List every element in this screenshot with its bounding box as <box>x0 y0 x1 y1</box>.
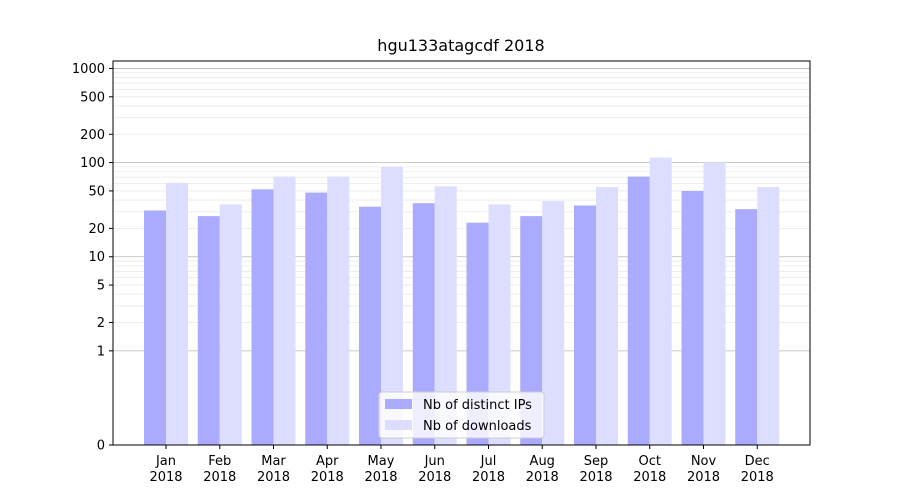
x-tick-label: Feb 2018 <box>203 454 236 485</box>
x-tick-label: Mar 2018 <box>257 454 290 485</box>
legend: Nb of distinct IPs Nb of downloads <box>378 391 545 439</box>
y-tick-label: 200 <box>80 128 105 143</box>
bar-distinct-ips <box>359 206 381 445</box>
bar-downloads <box>649 157 672 446</box>
bar-distinct-ips <box>681 190 704 445</box>
y-tick-label: 50 <box>88 184 105 199</box>
bar-downloads <box>757 187 780 445</box>
y-tick-label: 1000 <box>72 62 105 77</box>
bar-downloads <box>703 162 726 445</box>
x-tick-label: Dec 2018 <box>741 454 774 485</box>
bar-distinct-ips <box>627 176 650 445</box>
bar-downloads <box>488 204 511 445</box>
bar-distinct-ips <box>466 222 489 445</box>
bar-distinct-ips <box>412 203 435 445</box>
bar-downloads <box>273 176 296 445</box>
legend-swatch <box>385 399 412 409</box>
x-tick-label: May 2018 <box>364 454 397 485</box>
bar-distinct-ips <box>735 209 758 445</box>
y-tick-label: 5 <box>97 279 105 294</box>
bar-downloads <box>596 187 618 445</box>
legend-box <box>378 391 545 439</box>
y-tick-label: 1 <box>97 344 105 359</box>
axis-layer: 0 1 2 5 10 20 50 100 200 500 1000 Jan 2018 Feb 2018 Mar… <box>72 60 811 485</box>
bar-downloads <box>381 166 403 446</box>
bar-downloads <box>327 176 350 445</box>
y-tick-label: 0 <box>97 439 105 454</box>
y-tick-label: 10 <box>88 250 105 265</box>
y-tick-label: 2 <box>97 316 105 331</box>
bar-downloads <box>219 204 242 445</box>
x-tick-label: Oct 2018 <box>633 454 666 485</box>
bar-downloads <box>434 186 457 445</box>
bar-distinct-ips <box>574 205 596 445</box>
bar-distinct-ips <box>305 192 328 445</box>
bar-distinct-ips <box>251 189 274 445</box>
x-tick-label: Apr 2018 <box>311 454 344 485</box>
bar-distinct-ips <box>144 210 166 445</box>
y-tick-label: 100 <box>80 156 105 171</box>
x-tick-label: Jul 2018 <box>472 454 505 485</box>
bar-distinct-ips <box>197 216 220 445</box>
y-tick-label: 20 <box>88 222 105 237</box>
legend-swatch <box>385 420 412 430</box>
bar-downloads <box>166 182 188 445</box>
legend-label: Nb of distinct IPs <box>423 398 532 413</box>
bar-layer <box>144 157 780 446</box>
plot-frame <box>112 60 811 446</box>
x-tick-label: Sep 2018 <box>579 454 612 485</box>
bar-distinct-ips <box>520 216 543 445</box>
x-tick-label: Aug 2018 <box>526 454 559 485</box>
y-tick-label: 500 <box>80 90 105 105</box>
legend-label: Nb of downloads <box>423 419 532 434</box>
x-tick-label: Jun 2018 <box>418 454 451 485</box>
x-tick-label: Nov 2018 <box>687 454 720 485</box>
chart-title: hgu133atagcdf 2018 <box>377 36 544 55</box>
bar-downloads <box>542 201 565 445</box>
x-tick-label: Jan 2018 <box>149 454 182 485</box>
